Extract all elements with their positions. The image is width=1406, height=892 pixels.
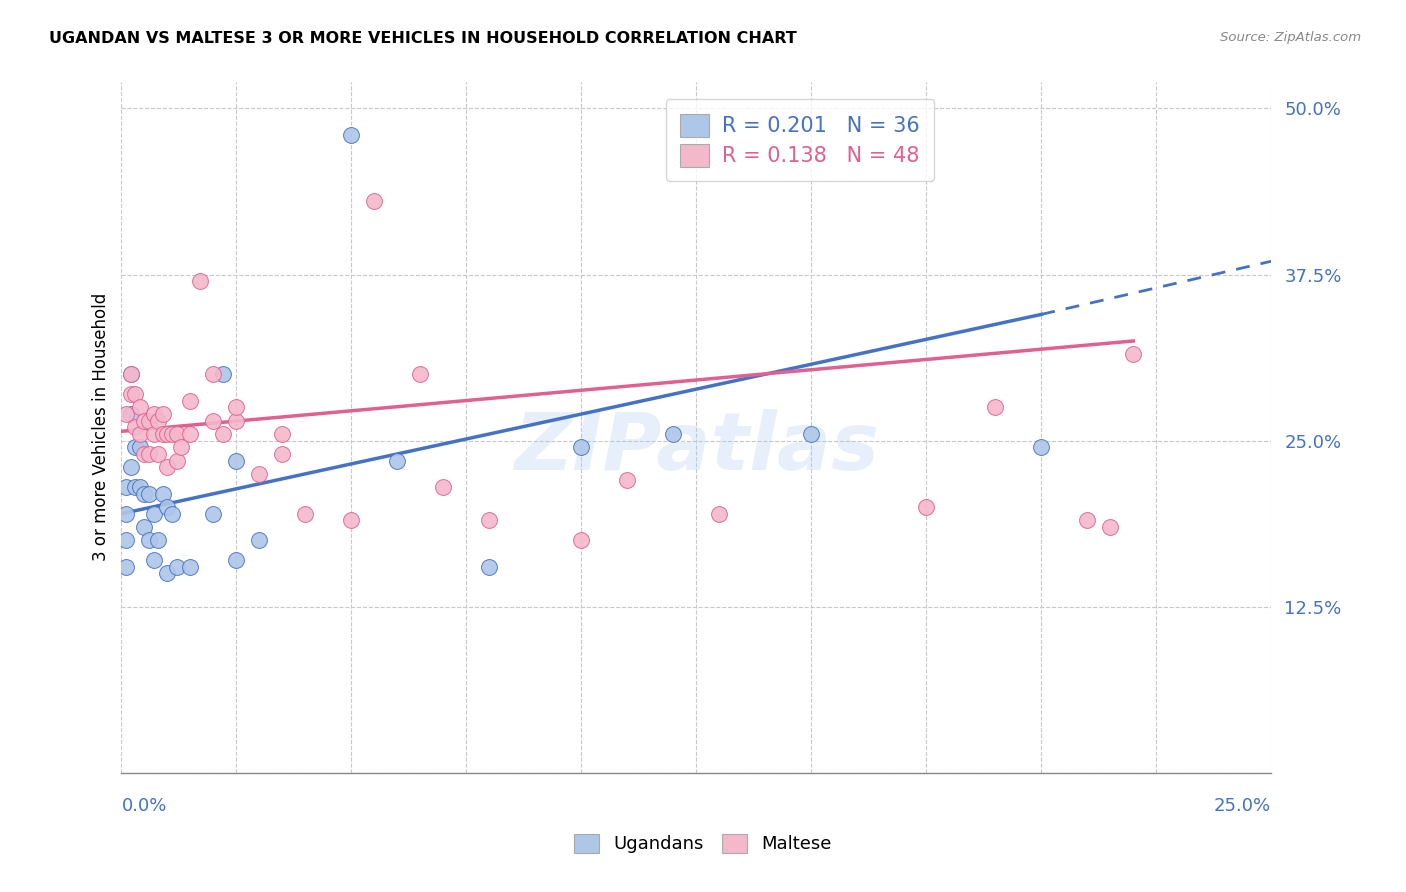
Point [124, 480, 146, 494]
Point [1031, 440, 1053, 454]
Point [115, 407, 138, 421]
Point [148, 414, 170, 428]
Point [115, 507, 138, 521]
Point [138, 533, 160, 548]
Point [120, 460, 142, 475]
Point [156, 566, 179, 581]
Point [166, 453, 188, 467]
Point [1099, 520, 1122, 534]
Point [211, 427, 233, 442]
Point [202, 368, 225, 382]
Point [148, 533, 170, 548]
Point [152, 427, 174, 442]
Text: 0.0%: 0.0% [121, 797, 167, 814]
Point [800, 427, 823, 442]
Point [120, 387, 142, 401]
Point [249, 533, 271, 548]
Point [142, 427, 165, 442]
Point [138, 487, 160, 501]
Point [142, 407, 165, 421]
Point [225, 414, 247, 428]
Point [115, 533, 138, 548]
Point [142, 507, 165, 521]
Point [569, 440, 592, 454]
Point [387, 453, 409, 467]
Point [709, 507, 731, 521]
Point [432, 480, 454, 494]
Point [662, 427, 685, 442]
Point [1076, 513, 1098, 527]
Point [142, 553, 165, 567]
Point [138, 414, 160, 428]
Point [211, 368, 233, 382]
Point [363, 194, 385, 209]
Point [152, 407, 174, 421]
Point [616, 474, 638, 488]
Point [478, 559, 501, 574]
Point [409, 368, 432, 382]
Text: 25.0%: 25.0% [1215, 797, 1271, 814]
Point [134, 487, 156, 501]
Y-axis label: 3 or more Vehicles in Household: 3 or more Vehicles in Household [93, 293, 110, 561]
Point [340, 128, 363, 142]
Point [271, 427, 294, 442]
Point [124, 387, 146, 401]
Text: Source: ZipAtlas.com: Source: ZipAtlas.com [1220, 31, 1361, 45]
Point [225, 553, 247, 567]
Point [984, 401, 1007, 415]
Point [294, 507, 316, 521]
Point [569, 533, 592, 548]
Point [148, 447, 170, 461]
Point [134, 447, 156, 461]
Point [202, 507, 225, 521]
Point [225, 401, 247, 415]
Point [170, 440, 193, 454]
Point [478, 513, 501, 527]
Point [1122, 347, 1144, 361]
Point [124, 440, 146, 454]
Point [128, 401, 150, 415]
Legend: R = 0.201   N = 36, R = 0.138   N = 48: R = 0.201 N = 36, R = 0.138 N = 48 [665, 99, 934, 181]
Point [124, 420, 146, 434]
Point [166, 559, 188, 574]
Point [188, 274, 211, 288]
Point [915, 500, 938, 514]
Point [134, 414, 156, 428]
Point [156, 427, 179, 442]
Point [179, 393, 201, 408]
Point [115, 559, 138, 574]
Point [156, 500, 179, 514]
Text: ZIPatlas: ZIPatlas [513, 409, 879, 487]
Point [160, 427, 183, 442]
Point [115, 480, 138, 494]
Point [138, 447, 160, 461]
Point [202, 414, 225, 428]
Point [160, 507, 183, 521]
Point [128, 440, 150, 454]
Point [249, 467, 271, 481]
Point [225, 453, 247, 467]
Legend: Ugandans, Maltese: Ugandans, Maltese [567, 827, 839, 861]
Point [152, 487, 174, 501]
Point [179, 559, 201, 574]
Point [156, 460, 179, 475]
Point [120, 407, 142, 421]
Point [166, 427, 188, 442]
Text: UGANDAN VS MALTESE 3 OR MORE VEHICLES IN HOUSEHOLD CORRELATION CHART: UGANDAN VS MALTESE 3 OR MORE VEHICLES IN… [49, 31, 797, 46]
Point [120, 368, 142, 382]
Point [340, 513, 363, 527]
Point [128, 427, 150, 442]
Point [134, 520, 156, 534]
Point [128, 480, 150, 494]
Point [271, 447, 294, 461]
Point [179, 427, 201, 442]
Point [120, 368, 142, 382]
